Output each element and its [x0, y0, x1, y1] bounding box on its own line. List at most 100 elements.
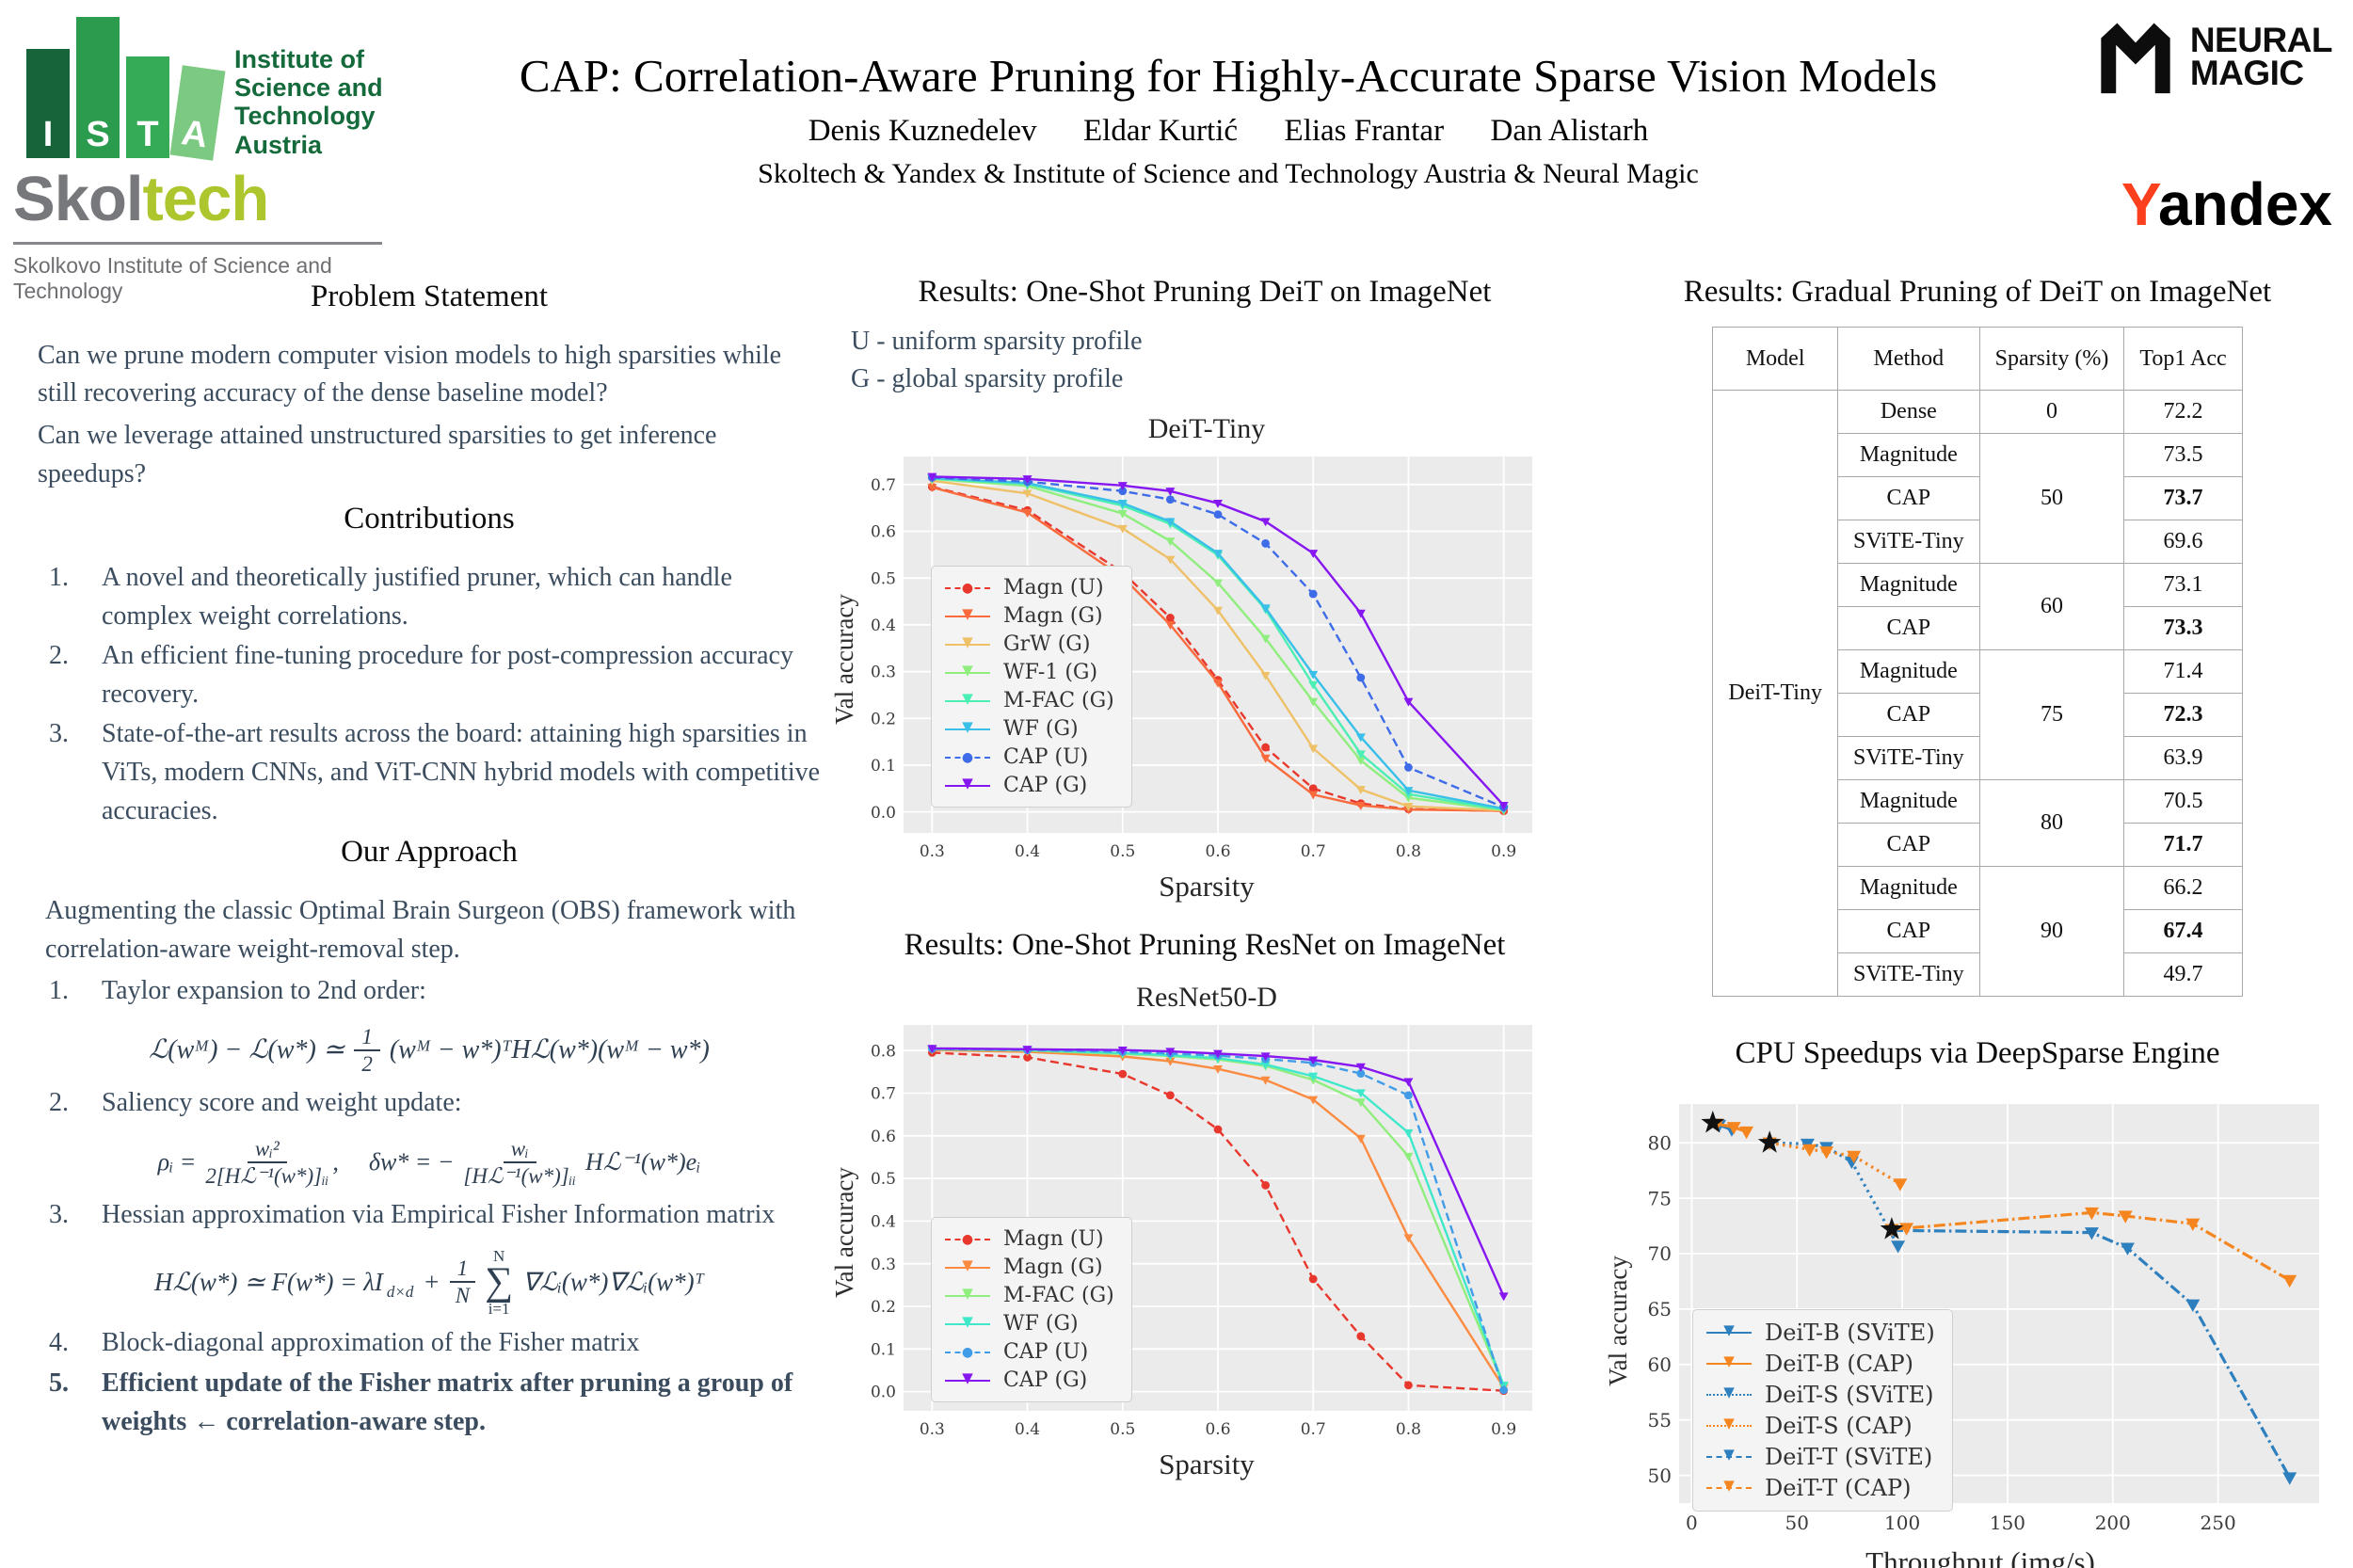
top1-acc-cell: 71.7 — [2123, 823, 2243, 867]
contribution-item: 2. An efficient fine-tuning procedure fo… — [38, 637, 821, 713]
yandex-y: Y — [2121, 170, 2159, 238]
method-cell: Magnitude — [1836, 563, 1980, 607]
table-row: DeiT-Tiny Dense 0 72.2 — [1712, 390, 2243, 997]
top1-acc-cell: 73.7 — [2123, 476, 2243, 520]
ista-text-line: Institute of — [234, 45, 364, 73]
legend-item: ▼ DeiT-T (SViTE) — [1706, 1444, 1935, 1470]
problem-heading: Problem Statement — [310, 280, 549, 313]
legend-line-sample-icon: ▼ — [1706, 1323, 1752, 1337]
legend-label: WF (G) — [1003, 717, 1079, 741]
svg-text:150: 150 — [1990, 1512, 2025, 1534]
item-text: Saliency score and weight update: — [102, 1088, 462, 1118]
item-number: 1. — [49, 563, 69, 593]
neural-magic-wordmark: NEURAL MAGIC — [2189, 20, 2333, 90]
deit-results-heading: Results: One-Shot Pruning DeiT on ImageN… — [918, 275, 1492, 309]
legend-item: ● Magn (U) — [945, 1227, 1114, 1251]
cpu-speedups-heading: CPU Speedups via DeepSparse Engine — [1735, 1036, 2220, 1070]
svg-text:0.3: 0.3 — [920, 1420, 945, 1439]
svg-text:0.3: 0.3 — [920, 842, 945, 861]
summation: N ∑ i=1 — [485, 1246, 514, 1319]
triangle-marker-icon: ▼ — [962, 1368, 973, 1386]
model-cell: DeiT-Tiny — [1712, 390, 1838, 997]
item-number: 3. — [49, 719, 69, 749]
legend-line-sample-icon: ▼ — [945, 1314, 990, 1328]
legend-item: ▼ DeiT-B (CAP) — [1706, 1351, 1935, 1377]
method-cell: CAP — [1836, 909, 1980, 953]
item-text: Hessian approximation via Empirical Fish… — [102, 1199, 776, 1229]
svg-text:0.6: 0.6 — [871, 523, 896, 542]
legend-item: ▼ WF (G) — [945, 1312, 1114, 1336]
top1-acc-cell: 67.4 — [2123, 909, 2243, 953]
legend-label: DeiT-B (SViTE) — [1765, 1320, 1935, 1347]
svg-text:0.0: 0.0 — [871, 1384, 896, 1402]
neural-magic-text-line: NEURAL — [2189, 20, 2333, 59]
sparsity-cell: 50 — [1978, 433, 2125, 564]
svg-text:80: 80 — [1648, 1132, 1672, 1155]
legend-line-sample-icon: ● — [945, 751, 990, 764]
yandex-logo: Yandex — [2121, 169, 2332, 239]
chart-title: DeiT-Tiny — [1147, 413, 1266, 444]
approach-item: 3. Hessian approximation via Empirical F… — [38, 1196, 821, 1235]
item-text: Block-diagonal approximation of the Fish… — [102, 1328, 640, 1358]
fraction: wᵢ [Hℒ⁻¹(w*)]ᵢᵢ — [463, 1136, 576, 1188]
method-cell: Dense — [1836, 390, 1980, 434]
svg-text:200: 200 — [2095, 1512, 2131, 1534]
table-row: CAP 73.3 — [1713, 606, 2243, 650]
method-cell: Magnitude — [1836, 433, 1980, 477]
legend-line-sample-icon: ● — [945, 1233, 990, 1246]
legend-item: ▼ WF (G) — [945, 717, 1114, 741]
legend-item: ▼ DeiT-S (CAP) — [1706, 1413, 1935, 1439]
item-text: Efficient update of the Fisher matrix af… — [102, 1368, 793, 1436]
legend-label: DeiT-T (SViTE) — [1765, 1444, 1933, 1471]
svg-text:70: 70 — [1648, 1243, 1672, 1266]
skoltech-subtitle: Skolkovo Institute of Science and Techno… — [13, 253, 332, 303]
legend-label: WF-1 (G) — [1003, 661, 1098, 684]
skoltech-divider — [13, 242, 382, 245]
middle-column: Results: One-Shot Pruning DeiT on ImageN… — [828, 275, 1581, 1481]
approach-heading: Our Approach — [341, 835, 518, 870]
top1-acc-cell: 73.3 — [2123, 606, 2243, 650]
item-number: 3. — [49, 1199, 69, 1229]
legend-item: ▼ Magn (G) — [945, 604, 1114, 628]
ista-letter: A — [179, 113, 211, 156]
chart-cpu-speedups: Val accuracy 0 50 100 150 200 250 50 55 60 65 70 75… — [1602, 1096, 2327, 1568]
legend-label: M-FAC (G) — [1003, 689, 1114, 712]
problem-text: Can we leverage attained unstructured sp… — [38, 421, 717, 488]
item-number: 2. — [49, 1088, 69, 1118]
svg-text:0.7: 0.7 — [1301, 842, 1326, 861]
table-row: CAP 72.3 — [1713, 693, 2243, 737]
circle-marker-icon: ● — [961, 1344, 974, 1360]
table-row: CAP 73.7 — [1713, 476, 2243, 520]
legend-item: ▼ M-FAC (G) — [945, 689, 1114, 712]
svg-text:0.5: 0.5 — [871, 569, 896, 588]
gradual-pruning-heading: Results: Gradual Pruning of DeiT on Imag… — [1683, 275, 2272, 309]
svg-text:100: 100 — [1884, 1512, 1920, 1534]
top1-acc-cell: 70.5 — [2123, 779, 2243, 824]
ista-bar: I — [26, 49, 70, 158]
circle-marker-icon: ● — [961, 1231, 974, 1247]
svg-text:0.1: 0.1 — [871, 757, 896, 776]
approach-intro: Augmenting the classic Optimal Brain Sur… — [45, 896, 796, 964]
table-row: Magnitude 90 66.2 — [1713, 866, 2243, 997]
triangle-marker-icon: ▼ — [1723, 1352, 1735, 1370]
legend-label: Magn (U) — [1003, 576, 1104, 600]
circle-marker-icon: ● — [961, 749, 974, 765]
triangle-marker-icon: ▼ — [1723, 1477, 1735, 1495]
fraction: 1 N — [449, 1256, 476, 1308]
legend-line-sample-icon: ▼ — [1706, 1416, 1752, 1431]
top1-acc-cell: 66.2 — [2123, 866, 2243, 910]
legend-item: ▼ CAP (G) — [945, 774, 1114, 797]
method-cell: CAP — [1836, 606, 1980, 650]
triangle-marker-icon: ▼ — [962, 717, 973, 735]
legend-item: ▼ Magn (G) — [945, 1256, 1114, 1279]
chart-area: 0 50 100 150 200 250 50 55 60 65 70 75 80 ▼ DeiT-B (S… — [1634, 1096, 2330, 1545]
legend-line-sample-icon: ▼ — [1706, 1479, 1752, 1493]
legend-item: ● Magn (U) — [945, 576, 1114, 600]
formula-taylor: ℒ(wᴹ) − ℒ(w*) ≃ 1 2 (wᴹ − w*)ᵀHℒ(w*)(wᴹ … — [38, 1024, 821, 1077]
legend-item: ▼ DeiT-B (SViTE) — [1706, 1320, 1935, 1346]
svg-text:0.3: 0.3 — [871, 664, 896, 682]
skoltech-wordmark: Skoltech — [13, 168, 382, 231]
legend-item: ▼ GrW (G) — [945, 632, 1114, 656]
right-column: Results: Gradual Pruning of DeiT on Imag… — [1602, 275, 2353, 1568]
legend-line-sample-icon: ▼ — [945, 776, 990, 790]
